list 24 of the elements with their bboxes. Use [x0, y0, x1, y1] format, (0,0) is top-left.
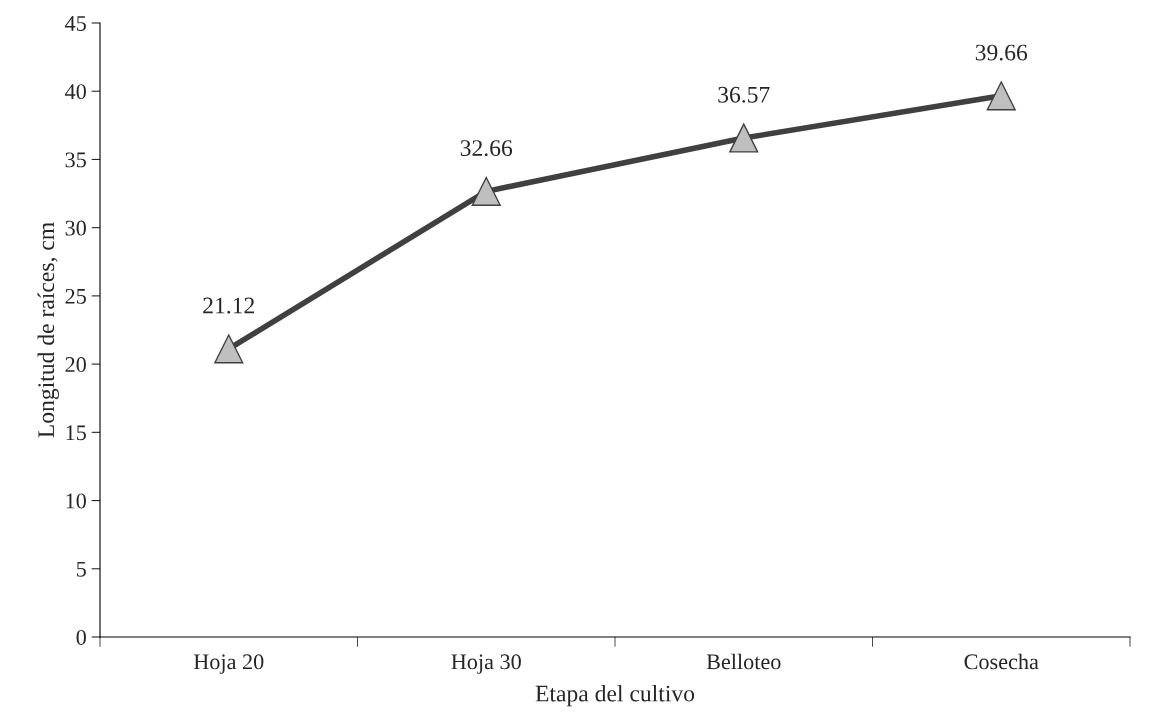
data-label: 32.66	[460, 140, 513, 157]
x-axis-title: Etapa del cultivo	[535, 684, 695, 707]
point	[986, 81, 1016, 111]
x-tick-label: Belloteo	[706, 653, 781, 670]
y-tick-label: 35	[65, 152, 86, 168]
point	[471, 176, 501, 206]
x-tick-label: Cosecha	[964, 653, 1039, 670]
point	[729, 123, 759, 153]
data-label: 36.57	[718, 86, 770, 103]
y-tick-label: 0	[76, 629, 86, 645]
data-label: 21.12	[203, 297, 255, 314]
data-label: 39.66	[975, 44, 1028, 61]
y-tick-label: 40	[65, 84, 86, 100]
y-axis-title: Longitud de raíces, cm	[37, 222, 60, 438]
x-tick-label: Hoja 20	[193, 654, 264, 674]
y-tick-label: 20	[65, 357, 86, 373]
y-tick-label: 10	[66, 493, 86, 509]
y-tick-label: 30	[65, 220, 86, 236]
y-tick-label: 25	[65, 288, 86, 304]
y-tick-label: 45	[65, 16, 86, 31]
x-tick-label: Hoja 30	[451, 654, 521, 674]
y-tick-label: 5	[76, 561, 86, 577]
y-tick-label: 15	[66, 425, 86, 441]
point	[214, 334, 244, 364]
